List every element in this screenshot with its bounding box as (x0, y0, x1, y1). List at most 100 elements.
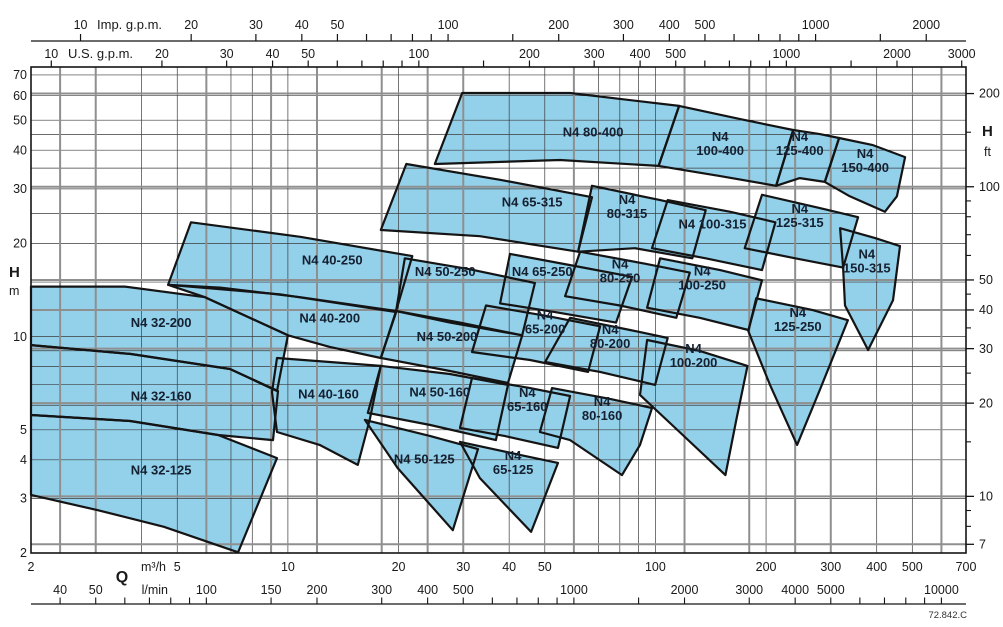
region-label-n4-100-250: 100-250 (678, 278, 726, 293)
region-n4-40-160 (270, 356, 382, 466)
imp-gpm-tick-label: 20 (184, 18, 198, 32)
region-label-n4-32-200: N4 32-200 (131, 315, 192, 330)
h-ft-tick-label: 40 (979, 303, 993, 317)
lmin-tick-label: 40 (53, 583, 67, 597)
q-m3h-tick-label: 40 (502, 560, 516, 574)
region-label-n4-32-160: N4 32-160 (131, 388, 192, 403)
region-n4-50-250 (395, 257, 536, 337)
region-n4-80-160 (538, 387, 654, 477)
region-n4-150-400 (823, 136, 907, 213)
us-gpm-tick-label: 20 (155, 47, 169, 61)
region-fill-n4-80-200 (545, 317, 668, 385)
region-label-n4-65-200: 65-200 (525, 322, 565, 337)
lmin-tick-label: 5000 (817, 583, 845, 597)
region-label-n4-150-315: N4 (859, 246, 876, 261)
us-gpm-tick-label: 10 (44, 47, 58, 61)
axis-h-m: 70 60 50 40 30 20 10 5 4 3 2 Hm (9, 68, 27, 560)
region-fill-n4-125-250 (748, 298, 848, 445)
region-label-n4-125-400: N4 (791, 129, 808, 144)
region-label-n4-40-250: N4 40-250 (302, 252, 363, 267)
us-gpm-tick-label: 400 (630, 47, 651, 61)
region-label-n4-80-315: N4 (619, 192, 636, 207)
region-n4-65-160 (458, 376, 572, 449)
region-label-n4-80-250: N4 (612, 257, 629, 272)
h-m-tick-label: 20 (13, 237, 27, 251)
h-ft-tick-label: 100 (979, 180, 1000, 194)
h-m-tick-label: 30 (13, 182, 27, 196)
q-m3h-tick-label: 5 (174, 560, 181, 574)
region-label-n4-80-400: N4 80-400 (563, 124, 624, 139)
us-gpm-tick-label: 30 (220, 47, 234, 61)
region-label-n4-50-250: N4 50-250 (415, 264, 476, 279)
us-gpm-tick-label: 1000 (772, 47, 800, 61)
imp-gpm-tick-label: 40 (295, 18, 309, 32)
imp-gpm-tick-label: 400 (659, 18, 680, 32)
q-m3h-tick-label: 2 (28, 560, 35, 574)
lmin-tick-label: 3000 (735, 583, 763, 597)
axis-h-ft: 200 100 50 40 30 20 10 7 Hft (966, 87, 1000, 552)
region-label-n4-50-125: N4 50-125 (394, 452, 455, 467)
region-fill-n4-100-315 (652, 200, 776, 271)
imp-gpm-tick-label: 1000 (802, 18, 830, 32)
h-m-tick-label: 3 (20, 492, 27, 506)
region-label-n4-65-315: N4 65-315 (502, 195, 563, 210)
us-gpm-tick-label: 200 (519, 47, 540, 61)
imp-gpm-tick-label: 10 (74, 18, 88, 32)
region-n4-50-125 (363, 418, 480, 532)
region-label-n4-100-200: 100-200 (670, 355, 718, 370)
h-ft-tick-label: 10 (979, 490, 993, 504)
h-ft-unit: ft (984, 145, 991, 159)
region-n4-100-315 (650, 199, 777, 272)
h-ft-tick-label: 50 (979, 273, 993, 287)
region-n4-125-250 (747, 297, 849, 446)
h-m-tick-label: 50 (13, 113, 27, 127)
lmin-tick-label: 300 (371, 583, 392, 597)
q-m3h-tick-label: 50 (538, 560, 552, 574)
region-label-n4-32-125: N4 32-125 (131, 462, 192, 477)
region-fill-n4-100-250 (647, 258, 762, 330)
region-label-n4-100-400: N4 (712, 129, 729, 144)
lmin-tick-label: 1000 (560, 583, 588, 597)
h-m-unit: m (9, 284, 19, 298)
region-label-n4-65-160: 65-160 (507, 399, 547, 414)
region-label-n4-125-250: N4 (789, 305, 806, 320)
region-label-n4-80-315: 80-315 (607, 206, 647, 221)
region-label-n4-125-400: 125-400 (776, 143, 824, 158)
region-label-n4-100-200: N4 (685, 341, 702, 356)
h-m-tick-label: 70 (13, 68, 27, 82)
region-label-n4-100-315: N4 100-315 (679, 217, 747, 232)
region-label-n4-65-125: N4 (505, 448, 522, 463)
region-n4-80-200 (544, 316, 669, 386)
lmin-tick-label: 100 (196, 583, 217, 597)
region-label-n4-125-250: 125-250 (774, 319, 822, 334)
imp-gpm-axis-title: Imp. g.p.m. (97, 17, 162, 32)
h-m-tick-label: 60 (13, 89, 27, 103)
region-n4-50-200 (379, 309, 524, 385)
h-m-tick-label: 2 (20, 546, 27, 560)
lmin-tick-label: 500 (453, 583, 474, 597)
region-n4-100-200 (638, 338, 749, 477)
region-fill-n4-32-160 (31, 345, 278, 441)
imp-gpm-tick-label: 50 (330, 18, 344, 32)
imp-gpm-tick-label: 100 (438, 18, 459, 32)
q-m3h-tick-label: 200 (756, 560, 777, 574)
region-label-n4-40-160: N4 40-160 (298, 387, 359, 402)
region-label-n4-80-200: 80-200 (590, 336, 630, 351)
imp-gpm-tick-label: 300 (613, 18, 634, 32)
region-fill-n4-125-400 (776, 130, 840, 186)
us-gpm-tick-label: 3000 (948, 47, 976, 61)
q-m3h-tick-label: 500 (902, 560, 923, 574)
q-m3h-tick-label: 10 (281, 560, 295, 574)
region-label-n4-80-200: N4 (602, 322, 619, 337)
region-n4-32-200 (29, 285, 289, 393)
axis-q-lmin: 40 50 100 150 200 300 400 500 1000 2000 3000 4000 50… (31, 583, 966, 605)
region-fill-n4-80-400 (434, 93, 680, 166)
h-ft-tick-label: 30 (979, 342, 993, 356)
h-m-tick-label: 10 (13, 330, 27, 344)
region-n4-150-315 (839, 227, 902, 352)
region-n4-80-250 (564, 250, 691, 319)
q-m3h-tick-label: 30 (456, 560, 470, 574)
h-m-tick-label: 40 (13, 143, 27, 157)
